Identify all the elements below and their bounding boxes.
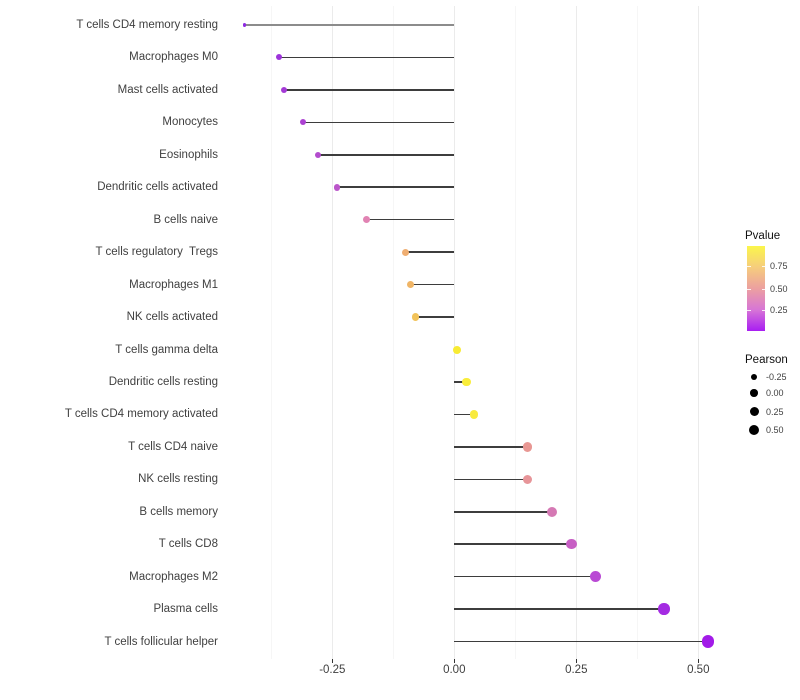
y-axis-label: Macrophages M1 [129, 278, 218, 291]
colorbar-tick [747, 288, 751, 290]
plot-panel [221, 6, 731, 659]
lollipop-stem [454, 640, 709, 643]
x-axis-tick-label: 0.50 [687, 664, 710, 676]
x-axis-tick-label: 0.25 [565, 664, 588, 676]
lollipop-stem [337, 186, 455, 189]
data-point [566, 538, 577, 550]
data-point [590, 571, 602, 583]
colorbar-label: 0.75 [770, 261, 788, 272]
lollipop-stem [410, 283, 455, 286]
x-axis-tick [576, 659, 578, 663]
colorbar-tick [761, 288, 765, 290]
data-point [701, 635, 715, 648]
data-point [522, 474, 533, 485]
data-point [275, 54, 282, 61]
major-gridline [698, 6, 700, 659]
size-legend-label: -0.25 [766, 372, 787, 382]
y-axis-label: Monocytes [162, 116, 218, 129]
data-point [522, 442, 533, 452]
x-axis-tick [698, 659, 700, 663]
pvalue-legend-title: Pvalue [745, 230, 781, 242]
lollipop-stem [454, 413, 474, 416]
x-axis-tick-label: -0.25 [319, 664, 346, 676]
lollipop-stem [415, 316, 455, 318]
data-point [333, 184, 341, 191]
lollipop-stem [244, 23, 455, 27]
y-axis-label: Mast cells activated [117, 83, 218, 96]
size-legend-dot [751, 374, 757, 380]
y-axis-label: Dendritic cells resting [108, 375, 218, 388]
size-legend-dot [749, 425, 759, 435]
lollipop-stem [454, 381, 467, 383]
y-axis-label: Macrophages M2 [129, 570, 218, 583]
data-point [658, 603, 670, 615]
y-axis-label: T cells CD4 naive [128, 440, 218, 453]
y-axis-label: T cells regulatory Tregs [95, 246, 218, 259]
minor-gridline [637, 6, 639, 659]
size-legend-label: 0.00 [766, 388, 784, 398]
colorbar-tick [747, 310, 751, 312]
lollipop-stem [454, 575, 596, 578]
lollipop-stem [366, 218, 455, 221]
colorbar-tick [761, 266, 765, 268]
lollipop-stem [317, 154, 455, 156]
lollipop-stem [454, 510, 552, 513]
data-point [300, 119, 307, 126]
major-gridline [454, 6, 456, 659]
y-axis-label: Macrophages M0 [129, 51, 218, 64]
y-axis-label: T cells CD4 memory activated [64, 408, 218, 421]
y-axis-label: T cells CD4 memory resting [76, 19, 218, 31]
y-axis-label: T cells CD8 [158, 538, 218, 551]
major-gridline [576, 6, 578, 659]
colorbar-label: 0.50 [770, 283, 788, 294]
lollipop-stem [278, 56, 455, 59]
data-point [411, 313, 419, 321]
pvalue-colorbar [747, 246, 765, 331]
y-axis-label: T cells gamma delta [115, 343, 218, 356]
minor-gridline [271, 6, 273, 659]
y-axis-label: Plasma cells [153, 603, 218, 616]
colorbar-label: 0.25 [770, 305, 788, 316]
colorbar-tick [761, 310, 765, 312]
data-point [462, 377, 471, 387]
y-axis-label: Dendritic cells activated [97, 181, 218, 194]
y-axis-label: B cells memory [139, 505, 218, 518]
colorbar-tick [747, 266, 751, 268]
lollipop-stem [283, 89, 455, 91]
size-legend-dot [750, 389, 758, 397]
major-gridline [332, 6, 334, 659]
minor-gridline [515, 6, 517, 659]
y-axis-label: Eosinophils [159, 148, 218, 161]
x-axis-tick [454, 659, 456, 663]
size-legend-label: 0.25 [766, 406, 784, 417]
size-legend-dot [749, 407, 759, 416]
data-point [242, 23, 247, 27]
minor-gridline [393, 6, 395, 659]
data-point [402, 248, 409, 256]
x-axis-tick [332, 659, 334, 663]
data-point [362, 215, 371, 224]
y-axis-label: B cells naive [153, 213, 218, 226]
y-axis-label: NK cells activated [126, 311, 218, 324]
lollipop-stem [454, 543, 572, 545]
data-point [546, 506, 557, 517]
size-legend-label: 0.50 [766, 425, 784, 435]
lollipop-stem [303, 121, 455, 124]
data-point [452, 345, 461, 354]
lollipop-stem [454, 446, 528, 448]
y-axis-label: NK cells resting [138, 473, 218, 486]
lollipop-stem [454, 608, 665, 610]
x-axis-tick-label: 0.00 [443, 664, 466, 676]
data-point [406, 280, 415, 289]
pearson-legend-title: Pearson [745, 354, 788, 366]
data-point [280, 86, 287, 93]
data-point [469, 410, 479, 419]
y-axis-label: T cells follicular helper [104, 635, 218, 648]
data-point [314, 151, 321, 158]
lollipop-stem [454, 478, 528, 481]
lollipop-stem [405, 251, 455, 253]
